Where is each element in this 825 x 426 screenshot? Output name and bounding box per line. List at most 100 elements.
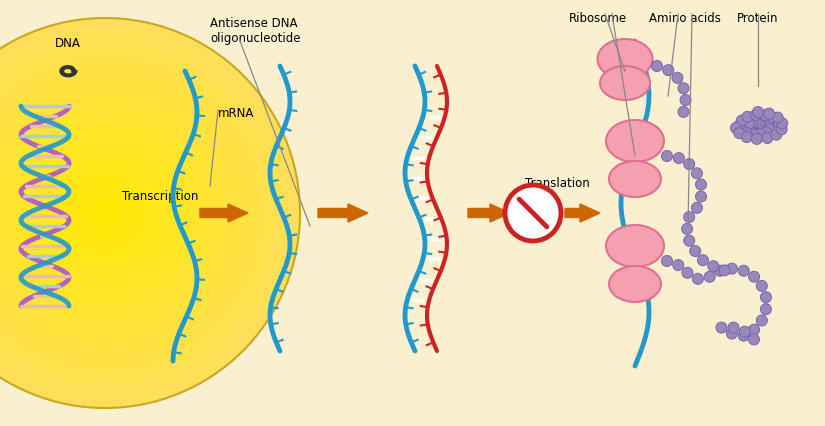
Ellipse shape (609, 266, 661, 302)
Circle shape (762, 133, 773, 144)
Circle shape (760, 110, 771, 121)
Circle shape (684, 212, 695, 223)
Circle shape (742, 132, 752, 143)
Circle shape (736, 124, 747, 135)
FancyArrow shape (468, 204, 510, 222)
Circle shape (0, 58, 261, 369)
Text: Antisense DNA
oligonucleotide: Antisense DNA oligonucleotide (210, 17, 300, 45)
Circle shape (743, 119, 754, 130)
Ellipse shape (606, 225, 664, 268)
Circle shape (691, 203, 702, 214)
Circle shape (690, 246, 700, 257)
Ellipse shape (606, 121, 664, 163)
Circle shape (754, 118, 765, 129)
Circle shape (1, 110, 209, 317)
Circle shape (761, 292, 771, 303)
Text: Protein: Protein (738, 12, 779, 25)
Circle shape (708, 261, 719, 272)
Text: Transcription: Transcription (122, 190, 198, 202)
Circle shape (66, 175, 144, 253)
Circle shape (695, 192, 706, 203)
Circle shape (0, 71, 248, 356)
Circle shape (662, 151, 672, 162)
Circle shape (752, 121, 763, 132)
Circle shape (733, 128, 745, 139)
Circle shape (772, 113, 783, 124)
Circle shape (752, 134, 762, 145)
Circle shape (678, 107, 689, 118)
Circle shape (751, 110, 761, 121)
Circle shape (738, 331, 749, 341)
Circle shape (53, 161, 157, 265)
Circle shape (716, 322, 727, 333)
Circle shape (730, 123, 742, 134)
Circle shape (747, 130, 759, 141)
Ellipse shape (609, 161, 661, 198)
Circle shape (773, 118, 785, 129)
Circle shape (14, 123, 196, 304)
Circle shape (742, 112, 753, 123)
Circle shape (726, 328, 738, 339)
Text: Amino acids: Amino acids (649, 12, 721, 25)
Circle shape (771, 130, 782, 141)
Circle shape (92, 201, 118, 227)
Circle shape (748, 325, 760, 335)
Circle shape (0, 45, 274, 382)
Circle shape (726, 264, 738, 274)
Circle shape (705, 272, 715, 282)
Circle shape (748, 334, 760, 345)
Circle shape (680, 95, 691, 106)
Circle shape (741, 128, 752, 139)
Circle shape (662, 66, 674, 76)
Circle shape (728, 322, 739, 333)
Circle shape (719, 265, 730, 276)
Circle shape (748, 272, 760, 282)
Circle shape (79, 187, 131, 239)
Circle shape (691, 168, 702, 179)
Text: Translation: Translation (525, 177, 590, 190)
Circle shape (764, 125, 775, 135)
Circle shape (27, 136, 183, 291)
Circle shape (757, 315, 767, 326)
FancyArrow shape (200, 204, 248, 222)
Circle shape (0, 84, 235, 343)
Circle shape (652, 61, 662, 72)
Ellipse shape (600, 67, 650, 101)
Circle shape (678, 83, 689, 95)
Circle shape (0, 97, 222, 330)
Circle shape (697, 255, 709, 266)
Circle shape (755, 120, 766, 130)
Text: DNA: DNA (55, 37, 81, 50)
Circle shape (684, 159, 695, 170)
FancyArrow shape (565, 204, 600, 222)
Circle shape (692, 273, 704, 285)
Circle shape (681, 224, 693, 235)
Circle shape (754, 121, 766, 132)
Circle shape (673, 153, 684, 164)
Circle shape (672, 73, 683, 84)
Circle shape (757, 281, 767, 292)
Circle shape (505, 186, 561, 242)
Circle shape (682, 268, 693, 279)
Circle shape (738, 265, 749, 276)
Circle shape (761, 127, 771, 138)
Circle shape (734, 120, 745, 131)
Circle shape (672, 260, 684, 271)
Circle shape (768, 113, 779, 124)
Circle shape (662, 256, 672, 267)
FancyArrow shape (318, 204, 368, 222)
Circle shape (776, 118, 788, 130)
Circle shape (747, 118, 757, 129)
Circle shape (752, 107, 763, 118)
Circle shape (695, 180, 706, 190)
Ellipse shape (597, 40, 653, 80)
Circle shape (0, 32, 287, 395)
Circle shape (761, 304, 771, 315)
Text: Ribosome: Ribosome (569, 12, 627, 25)
Circle shape (755, 130, 766, 140)
Circle shape (40, 149, 170, 278)
Circle shape (737, 116, 747, 127)
Circle shape (503, 184, 563, 243)
Circle shape (739, 326, 750, 337)
Circle shape (764, 121, 775, 132)
